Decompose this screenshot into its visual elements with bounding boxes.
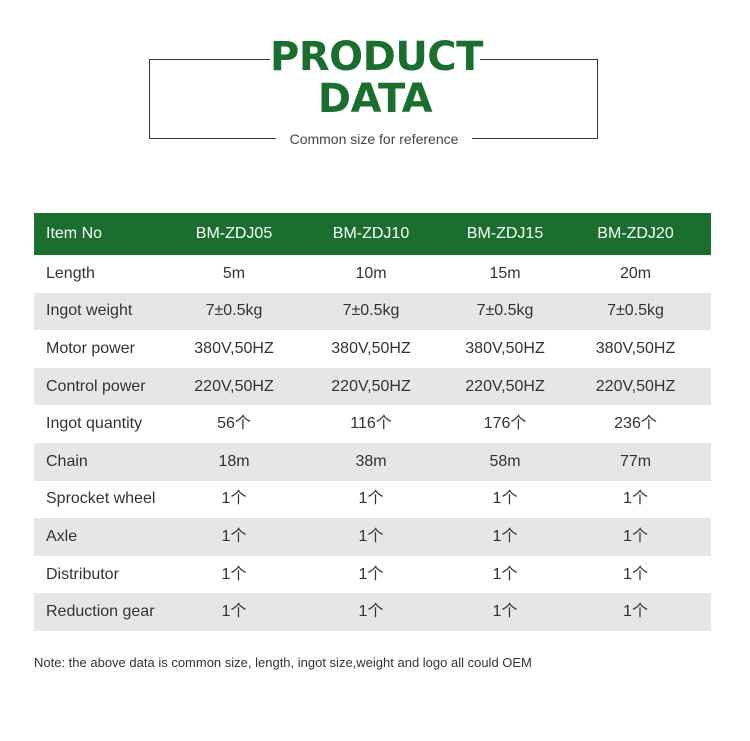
- table-cell: 1个: [623, 490, 648, 508]
- table-cell: 220V,50HZ: [465, 377, 545, 395]
- table-row: Motor power 380V,50HZ 380V,50HZ 380V,50H…: [34, 330, 711, 368]
- table-row: Sprocket wheel 1个 1个 1个 1个: [34, 481, 711, 519]
- product-data-table: Item No BM-ZDJ05 BM-ZDJ10 BM-ZDJ15 BM-ZD…: [34, 213, 711, 631]
- title-line-1: PRODUCT: [270, 34, 483, 80]
- table-row: Ingot quantity 56个 116个 176个 236个: [34, 405, 711, 443]
- column-header: BM-ZDJ05: [195, 225, 273, 242]
- table-row: Control power 220V,50HZ 220V,50HZ 220V,5…: [34, 367, 711, 406]
- footnote: Note: the above data is common size, len…: [34, 655, 532, 670]
- table-cell: 1个: [221, 603, 247, 621]
- table-cell: 380V,50HZ: [465, 339, 545, 357]
- table-cell: 1个: [221, 565, 247, 583]
- table-cell: 380V,50HZ: [331, 339, 411, 357]
- table-cell: 1个: [358, 490, 384, 508]
- table-cell: 5m: [222, 264, 246, 282]
- table-cell: 236个: [614, 415, 657, 433]
- table-cell: 1个: [492, 490, 518, 508]
- table-header-row: Item No BM-ZDJ05 BM-ZDJ10 BM-ZDJ15 BM-ZD…: [34, 213, 711, 255]
- page-subtitle: Common size for reference: [276, 129, 472, 149]
- table-cell: 1个: [358, 565, 384, 583]
- title-line-2: DATA: [317, 76, 433, 122]
- table-cell: 380V,50HZ: [595, 339, 676, 357]
- table-cell: 1个: [358, 603, 384, 621]
- table-cell: 7±0.5kg: [607, 302, 664, 320]
- table-cell: 77m: [619, 452, 652, 470]
- table-cell: 7±0.5kg: [342, 302, 400, 320]
- column-header: Item No: [46, 225, 103, 242]
- table-cell: 116个: [350, 415, 392, 433]
- page-title: PRODUCT DATA: [270, 34, 483, 126]
- table-cell: 7±0.5kg: [476, 302, 534, 320]
- table-cell: 1个: [221, 527, 247, 545]
- table-cell: 1个: [492, 527, 518, 545]
- row-label: Reduction gear: [46, 603, 155, 621]
- table-cell: 1个: [221, 490, 247, 508]
- table-cell: 7±0.5kg: [205, 302, 263, 320]
- table-cell: 1个: [623, 565, 648, 583]
- table-row: Ingot weight 7±0.5kg 7±0.5kg 7±0.5kg 7±0…: [34, 292, 711, 331]
- row-label: Ingot weight: [46, 302, 133, 320]
- table-cell: 220V,50HZ: [331, 377, 411, 395]
- row-label: Axle: [46, 527, 78, 545]
- table-cell: 1个: [623, 603, 648, 621]
- column-header: BM-ZDJ20: [597, 225, 674, 242]
- table-cell: 1个: [623, 527, 648, 545]
- table-cell: 58m: [489, 452, 521, 470]
- table-cell: 38m: [355, 452, 387, 470]
- table-cell: 220V,50HZ: [194, 377, 274, 395]
- table-cell: 10m: [355, 264, 387, 282]
- row-label: Length: [46, 264, 95, 282]
- table-row: Axle 1个 1个 1个 1个: [34, 518, 711, 556]
- table-cell: 18m: [218, 452, 250, 470]
- table-row: Distributor 1个 1个 1个 1个: [34, 556, 711, 594]
- row-label: Distributor: [46, 565, 119, 583]
- table-cell: 1个: [492, 603, 518, 621]
- column-header: BM-ZDJ15: [466, 225, 544, 242]
- row-label: Ingot quantity: [46, 415, 143, 433]
- table-row: Chain 18m 38m 58m 77m: [34, 442, 711, 481]
- row-label: Motor power: [46, 339, 135, 357]
- table-row: Reduction gear 1个 1个 1个 1个: [34, 593, 711, 631]
- row-label: Control power: [46, 377, 146, 395]
- column-header: BM-ZDJ10: [332, 225, 410, 242]
- table-cell: 380V,50HZ: [194, 339, 274, 357]
- table-cell: 1个: [358, 527, 384, 545]
- row-label: Sprocket wheel: [46, 490, 156, 508]
- row-label: Chain: [46, 452, 88, 470]
- table-cell: 20m: [619, 264, 652, 282]
- table-cell: 1个: [492, 565, 518, 583]
- table-cell: 176个: [483, 415, 527, 433]
- table-row: Length 5m 10m 15m 20m: [34, 255, 711, 293]
- table-cell: 15m: [489, 264, 521, 282]
- table-cell: 56个: [217, 415, 251, 433]
- table-cell: 220V,50HZ: [595, 377, 676, 395]
